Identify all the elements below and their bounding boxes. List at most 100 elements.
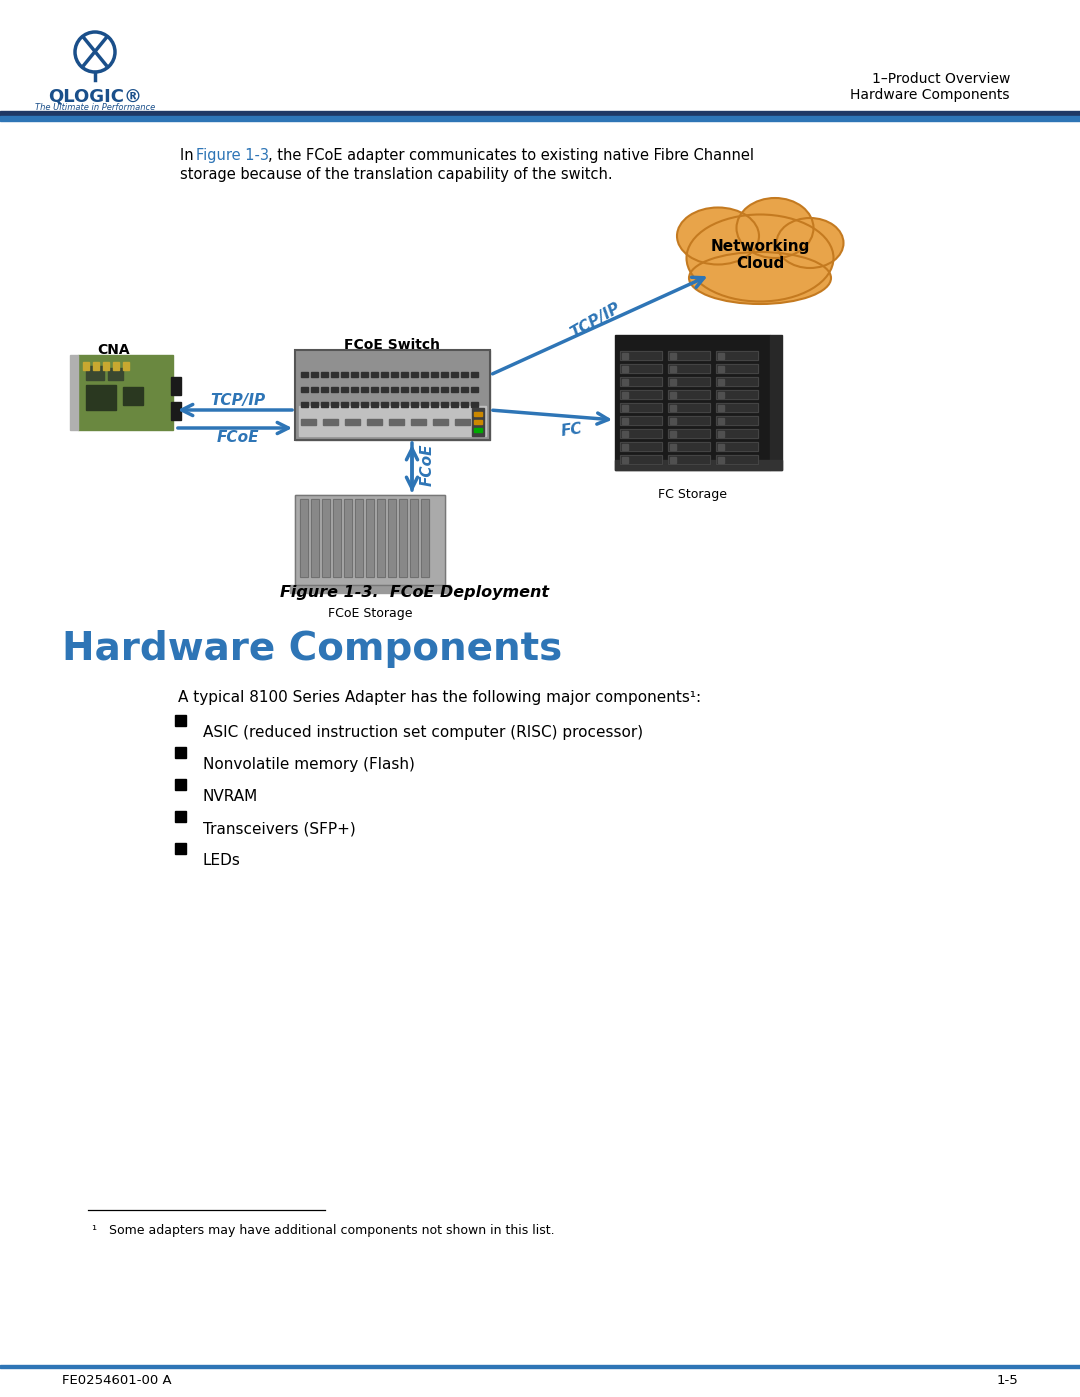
Bar xyxy=(474,427,482,432)
Bar xyxy=(321,387,328,393)
Bar xyxy=(321,372,328,377)
Bar xyxy=(355,499,363,577)
Bar xyxy=(474,412,482,416)
Bar xyxy=(381,387,388,393)
Bar xyxy=(401,387,408,393)
Bar xyxy=(311,387,318,393)
Bar xyxy=(716,390,758,400)
Bar xyxy=(718,353,724,359)
Bar xyxy=(669,455,710,464)
Bar xyxy=(670,432,676,437)
Bar xyxy=(620,429,662,439)
Text: FE0254601-00 A: FE0254601-00 A xyxy=(62,1373,172,1386)
Bar xyxy=(474,420,482,425)
Bar xyxy=(716,402,758,412)
Text: A typical 8100 Series Adapter has the following major components¹:: A typical 8100 Series Adapter has the fo… xyxy=(178,690,701,705)
Bar xyxy=(620,377,662,386)
Bar xyxy=(472,408,484,436)
Bar xyxy=(716,365,758,373)
Bar xyxy=(451,387,458,393)
Bar xyxy=(311,499,319,577)
Bar xyxy=(670,444,676,450)
Bar xyxy=(716,429,758,439)
Bar xyxy=(83,362,89,370)
Text: FCoE: FCoE xyxy=(419,444,434,486)
Bar xyxy=(421,372,428,377)
Bar xyxy=(93,362,99,370)
Text: ASIC (reduced instruction set computer (RISC) processor): ASIC (reduced instruction set computer (… xyxy=(203,725,643,740)
Bar xyxy=(718,393,724,398)
Bar xyxy=(471,387,478,393)
Bar xyxy=(622,353,627,359)
Bar xyxy=(291,585,450,592)
Text: CNA: CNA xyxy=(97,344,130,358)
Text: NVRAM: NVRAM xyxy=(203,789,258,805)
Bar xyxy=(451,402,458,407)
Bar xyxy=(175,780,186,789)
Bar xyxy=(123,387,143,405)
Bar xyxy=(330,387,338,393)
Text: , the FCoE adapter communicates to existing native Fibre Channel: , the FCoE adapter communicates to exist… xyxy=(268,148,754,163)
Bar xyxy=(366,499,374,577)
Bar xyxy=(333,499,341,577)
Bar xyxy=(389,419,404,425)
Bar xyxy=(355,499,363,577)
Bar xyxy=(622,393,627,398)
Bar xyxy=(401,402,408,407)
Bar xyxy=(381,402,388,407)
Bar xyxy=(372,372,378,377)
Bar xyxy=(391,372,399,377)
Bar xyxy=(300,499,308,577)
Bar xyxy=(345,419,360,425)
Bar xyxy=(622,379,627,386)
Text: Hardware Components: Hardware Components xyxy=(851,88,1010,102)
Bar xyxy=(669,402,710,412)
Bar xyxy=(669,365,710,373)
Bar xyxy=(372,402,378,407)
Bar xyxy=(300,499,308,577)
Bar xyxy=(718,379,724,386)
Bar xyxy=(669,429,710,439)
Text: The Ultimate in Performance: The Ultimate in Performance xyxy=(35,103,156,112)
Bar xyxy=(615,335,770,469)
Bar xyxy=(388,499,396,577)
Bar xyxy=(718,418,724,425)
Bar xyxy=(0,110,1080,116)
Bar xyxy=(620,416,662,425)
Bar xyxy=(175,842,186,854)
Bar xyxy=(669,429,710,439)
Bar xyxy=(175,715,186,726)
Text: ¹   Some adapters may have additional components not shown in this list.: ¹ Some adapters may have additional comp… xyxy=(92,1224,555,1236)
Bar xyxy=(669,377,710,386)
Bar xyxy=(411,372,418,377)
Text: FCoE Switch: FCoE Switch xyxy=(345,338,441,352)
Text: 1–Product Overview: 1–Product Overview xyxy=(872,73,1010,87)
Bar xyxy=(716,351,758,360)
Bar xyxy=(391,387,399,393)
Bar xyxy=(113,362,119,370)
Bar xyxy=(351,387,357,393)
Bar xyxy=(471,402,478,407)
Bar xyxy=(410,499,418,577)
Bar xyxy=(330,372,338,377)
Bar xyxy=(716,390,758,400)
Bar xyxy=(295,351,490,440)
Text: In: In xyxy=(180,148,199,163)
Bar xyxy=(615,460,782,469)
Bar xyxy=(431,372,438,377)
Bar xyxy=(669,365,710,373)
Bar xyxy=(622,418,627,425)
Bar xyxy=(322,499,330,577)
Bar xyxy=(361,372,368,377)
Bar xyxy=(322,499,330,577)
Text: Figure 1-3: Figure 1-3 xyxy=(195,148,269,163)
Bar xyxy=(86,386,116,409)
Bar xyxy=(461,387,468,393)
Bar xyxy=(669,377,710,386)
Bar xyxy=(716,365,758,373)
Bar xyxy=(431,402,438,407)
Bar xyxy=(311,372,318,377)
Bar xyxy=(301,419,316,425)
Bar xyxy=(301,372,308,377)
Bar xyxy=(330,402,338,407)
